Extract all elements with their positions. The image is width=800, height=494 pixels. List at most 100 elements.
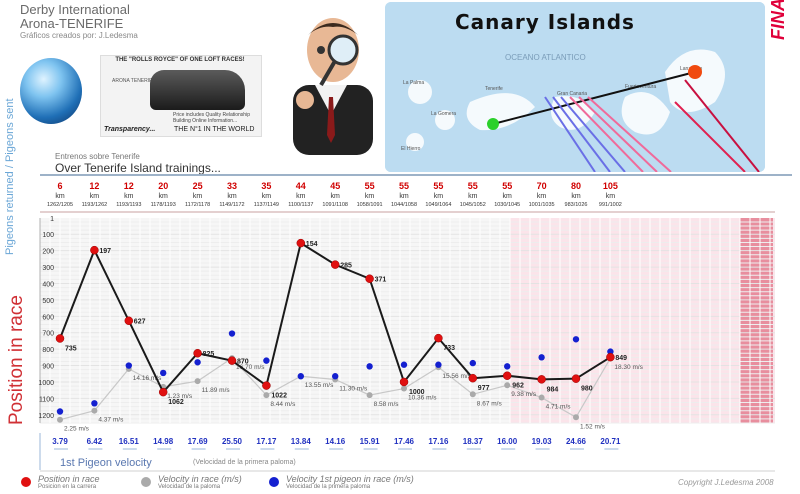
y-tick-label: 600	[42, 314, 54, 321]
pigeons-count: 1049/1064	[425, 202, 451, 208]
first-velocity-value: 16.51	[119, 437, 140, 446]
position-label: 870	[237, 359, 249, 366]
position-label: 977	[478, 385, 490, 392]
position-label: 849	[615, 355, 627, 362]
velocity-point	[573, 414, 579, 421]
ad-subline: Price includes Quality Relationship	[173, 112, 250, 118]
distance-unit: km	[503, 193, 513, 200]
position-label: 962	[512, 383, 524, 390]
position-label: 197	[99, 248, 111, 255]
velocity-point	[401, 385, 407, 392]
pigeons-count: 1030/1045	[494, 202, 520, 208]
distance-unit: km	[606, 193, 616, 200]
distance-unit: km	[193, 193, 203, 200]
position-point	[227, 356, 237, 365]
velocity-point	[57, 416, 63, 423]
first-velocity-value: 19.03	[532, 437, 553, 446]
first-velocity-point	[228, 330, 236, 337]
velocity-label: 10.36 m/s	[408, 395, 437, 402]
velocity-point	[469, 391, 476, 398]
car-image	[150, 70, 245, 110]
distance-value: 80	[571, 181, 581, 191]
distance-value: 55	[365, 181, 375, 191]
legend-sublabel: Posicion en la carrera	[38, 484, 97, 490]
velocity-point	[91, 407, 98, 414]
distance-value: 6	[57, 181, 62, 191]
pigeons-count: 1091/1108	[322, 202, 348, 208]
first-velocity-value: 14.16	[325, 437, 346, 446]
distance-unit: km	[571, 193, 581, 200]
position-point	[55, 334, 65, 343]
first-velocity-point	[91, 400, 98, 407]
y-tick-label: 1200	[38, 413, 54, 420]
first-velocity-value: 25.50	[222, 437, 243, 446]
island-label: El Hierro	[401, 146, 421, 152]
velocity-point	[263, 392, 270, 399]
distance-value: 35	[261, 181, 271, 191]
pigeons-count: 983/1026	[565, 202, 588, 208]
distance-unit: km	[262, 193, 272, 200]
map-title: Canary Islands	[455, 10, 635, 34]
velocity-label: 1.52 m/s	[580, 423, 606, 430]
distance-unit: km	[227, 193, 237, 200]
position-point	[90, 245, 99, 255]
first-velocity-point	[332, 373, 339, 380]
first-velocity-sub: (Velocidad de la primera paloma)	[193, 459, 296, 466]
position-point	[193, 348, 202, 358]
first-velocity-point	[435, 361, 442, 368]
distance-value: 105	[603, 181, 618, 191]
distance-unit: km	[124, 193, 134, 200]
legend-label: Position in race	[38, 474, 100, 484]
first-velocity-value: 16.00	[497, 437, 518, 446]
first-velocity-value: 6.42	[87, 437, 103, 446]
y-tick-label: 1100	[39, 396, 54, 403]
legend-sublabel: Velocidad de la primera paloma	[286, 484, 371, 490]
position-point	[606, 352, 615, 362]
ad-subline: Building Online Information...	[173, 118, 238, 124]
pigeons-count: 1149/1172	[219, 202, 244, 208]
position-point	[330, 260, 340, 269]
position-point	[124, 316, 134, 325]
y-tick-label: 400	[42, 281, 54, 288]
distance-value: 12	[124, 181, 134, 191]
first-velocity-point	[297, 373, 304, 380]
first-velocity-value: 24.66	[566, 437, 587, 446]
first-velocity-point	[504, 363, 511, 370]
divider	[40, 174, 792, 176]
first-velocity-point	[366, 363, 373, 370]
velocity-label: 8.67 m/s	[477, 400, 503, 407]
pigeons-count: 1100/1137	[288, 202, 313, 208]
copyright: Copyright J.Ledesma 2008	[678, 478, 774, 487]
section-title: Over Tenerife Island trainings...	[55, 161, 221, 175]
pigeons-count: 1137/1149	[254, 202, 279, 208]
distance-value: 55	[468, 181, 478, 191]
y-tick-label: 200	[42, 249, 54, 256]
pigeons-count: 1262/1205	[47, 202, 73, 208]
first-velocity-value: 18.37	[463, 437, 484, 446]
position-point	[296, 238, 306, 248]
island-label: Tenerife	[485, 86, 503, 92]
first-velocity-value: 13.84	[291, 437, 312, 446]
pigeons-count: 1045/1052	[460, 202, 486, 208]
first-velocity-point	[538, 354, 545, 361]
section-subtitle: Entrenos sobre Tenerife	[55, 152, 140, 161]
velocity-point	[194, 378, 201, 385]
distance-value: 55	[399, 181, 409, 191]
position-label: 371	[375, 277, 387, 284]
distance-unit: km	[537, 193, 547, 200]
distance-value: 33	[227, 181, 237, 191]
velocity-label: 4.71 m/s	[546, 404, 572, 411]
man-magnifier-image	[293, 18, 373, 155]
distance-unit: km	[296, 193, 306, 200]
y-tick-label: 500	[42, 298, 54, 305]
credit-line: Gráficos creados por: J.Ledesma	[20, 31, 138, 40]
position-point	[502, 371, 512, 380]
position-label: 1062	[168, 399, 184, 406]
first-velocity-value: 3.79	[52, 437, 68, 446]
first-velocity-value: 20.71	[600, 437, 621, 446]
velocity-label: 13.55 m/s	[305, 382, 334, 389]
legend-red-dot-icon	[21, 477, 31, 487]
pigeons-count: 1058/1091	[357, 202, 383, 208]
distance-unit: km	[468, 193, 478, 200]
